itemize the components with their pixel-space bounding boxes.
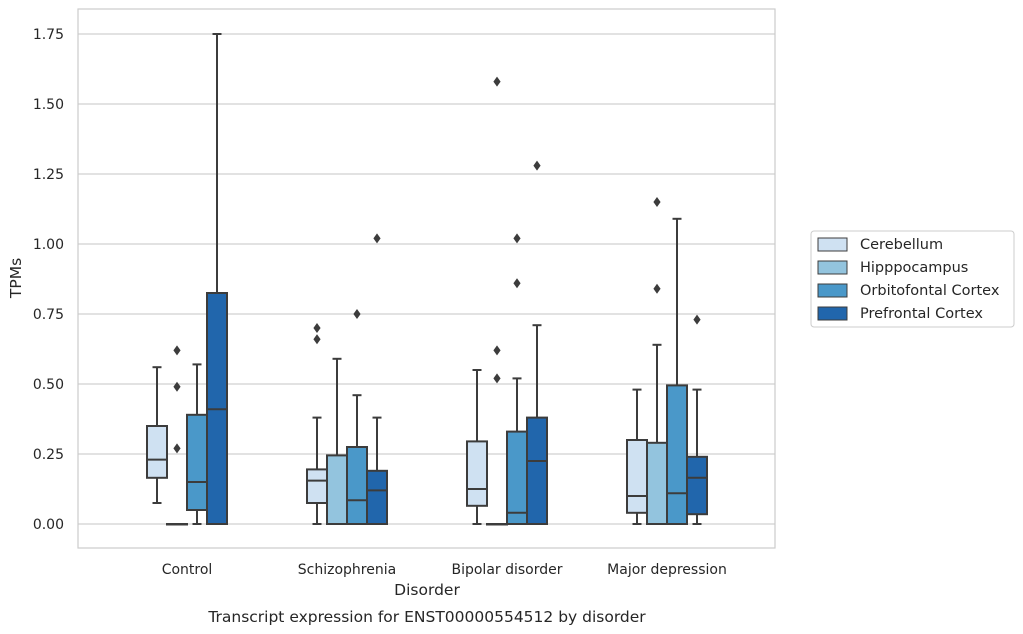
box-body xyxy=(466,440,488,507)
x-tick-labels: Control Schizophrenia Bipolar disorder Majo… xyxy=(162,562,727,578)
y-tick-label: 0.75 xyxy=(33,307,64,323)
box-1-3 xyxy=(366,233,388,525)
y-tick-labels: 0.00 0.25 0.50 0.75 1.00 1.25 1.50 1.75 xyxy=(33,27,64,533)
legend-label: Prefrontal Cortex xyxy=(860,306,983,322)
legend-label: Orbitofontal Cortex xyxy=(860,283,1000,299)
y-tick-label: 1.50 xyxy=(33,97,64,113)
outlier-point xyxy=(313,323,321,333)
outlier-point xyxy=(313,334,321,345)
legend: Cerebellum Hipppocampus Orbitofontal Corte… xyxy=(810,230,1015,328)
outlier-point xyxy=(353,309,361,319)
y-axis-label: TPMs xyxy=(7,258,25,299)
box-body xyxy=(306,468,328,504)
plot-frame xyxy=(77,8,776,549)
x-axis-label: Disorder xyxy=(394,581,460,599)
legend-frame xyxy=(810,230,1015,328)
outlier-point xyxy=(653,283,661,294)
box-2-3 xyxy=(526,160,548,526)
box-body xyxy=(526,416,548,526)
box-body xyxy=(366,469,388,525)
y-tick-label: 0.50 xyxy=(33,377,64,393)
outlier-point xyxy=(173,443,181,454)
outlier-point xyxy=(513,278,521,289)
box-3-2 xyxy=(666,217,688,525)
box-0-3 xyxy=(206,33,228,525)
box-1-0 xyxy=(306,323,328,525)
box-body xyxy=(186,413,208,511)
box-3-3 xyxy=(686,314,708,525)
box-2-2 xyxy=(506,233,528,526)
box-body xyxy=(346,446,368,525)
box-body xyxy=(666,384,688,525)
outlier-point xyxy=(693,314,701,325)
outlier-point xyxy=(373,233,381,244)
legend-swatch xyxy=(817,283,848,298)
outlier-point xyxy=(513,233,521,244)
box-body xyxy=(646,441,668,525)
box-plot-marks xyxy=(146,33,708,526)
box-3-1 xyxy=(646,197,668,525)
y-tick-label: 1.00 xyxy=(33,237,64,253)
box-1-2 xyxy=(346,309,368,525)
outlier-point xyxy=(173,345,181,356)
outlier-point xyxy=(173,381,181,392)
box-0-0 xyxy=(146,366,168,504)
outlier-point xyxy=(653,197,661,207)
legend-label: Cerebellum xyxy=(860,237,943,253)
box-3-0 xyxy=(626,388,648,525)
box-body xyxy=(146,425,168,479)
box-body xyxy=(506,430,528,526)
figure-caption: Transcript expression for ENST0000055451… xyxy=(207,608,646,626)
y-tick-label: 0.00 xyxy=(33,517,64,533)
outlier-point xyxy=(493,345,501,356)
box-body xyxy=(626,439,648,514)
y-tick-label: 1.25 xyxy=(33,167,64,183)
box-0-1 xyxy=(166,345,188,526)
box-body xyxy=(326,454,348,525)
y-tick-label: 1.75 xyxy=(33,27,64,43)
outlier-point xyxy=(493,373,501,384)
box-2-1 xyxy=(486,76,508,526)
legend-label: Hipppocampus xyxy=(860,260,968,276)
outlier-point xyxy=(533,160,541,171)
x-tick-label: Bipolar disorder xyxy=(451,562,562,578)
x-tick-label: Schizophrenia xyxy=(298,562,396,578)
box-2-0 xyxy=(466,369,488,525)
box-0-2 xyxy=(186,363,208,525)
y-tick-label: 0.25 xyxy=(33,447,64,463)
outlier-point xyxy=(493,76,501,87)
legend-swatch xyxy=(817,237,848,252)
legend-swatch xyxy=(817,260,848,275)
legend-swatch xyxy=(817,306,848,321)
x-tick-label: Control xyxy=(162,562,213,578)
x-tick-label: Major depression xyxy=(607,562,727,578)
box-body xyxy=(686,455,708,516)
